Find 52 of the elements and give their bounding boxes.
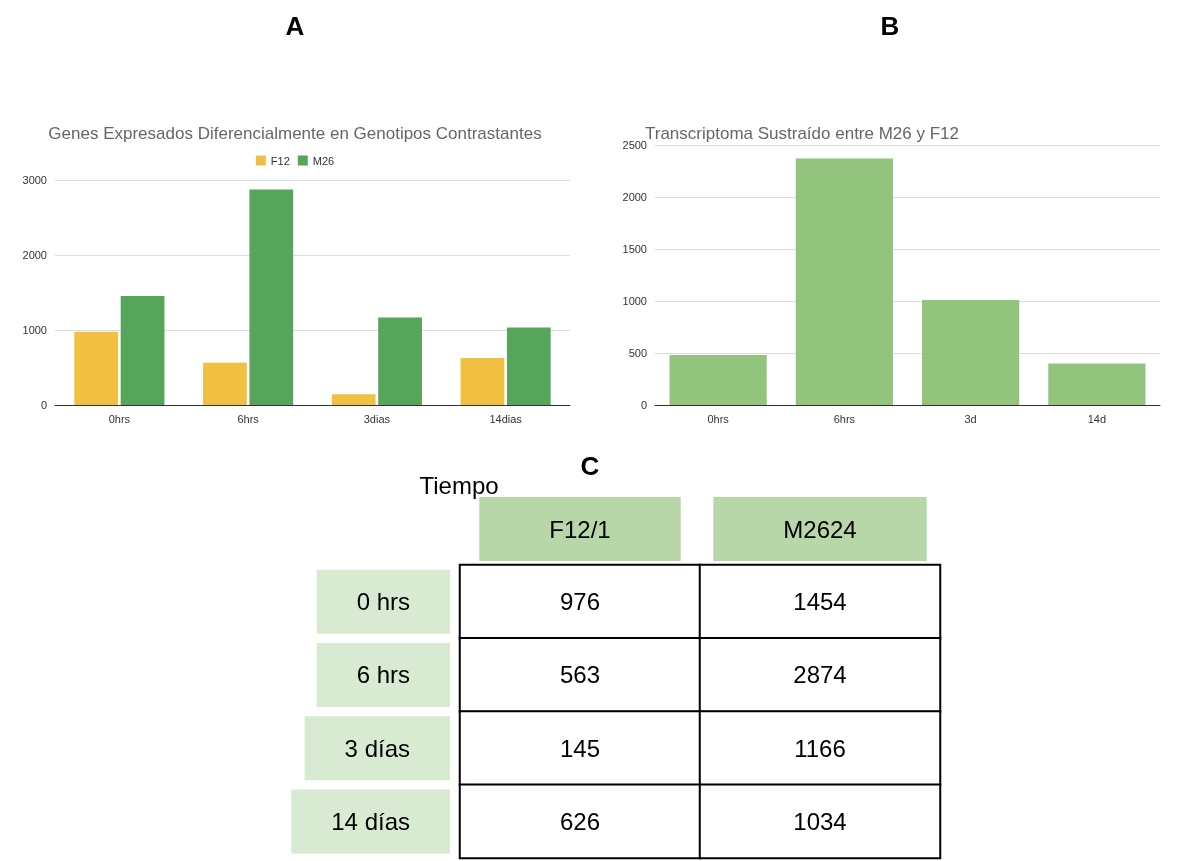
data-label: 976	[559, 588, 601, 616]
bar	[74, 331, 119, 405]
data-label: 145	[559, 734, 601, 762]
bar	[795, 158, 893, 405]
y-tick-label: 0 hrs	[356, 588, 410, 616]
data-label: 1454	[793, 588, 847, 616]
bar	[378, 317, 422, 405]
y-tick-label: 6 hrs	[356, 661, 410, 689]
x-tick-label: 3dias	[363, 412, 391, 425]
y-tick-label: 1500	[622, 243, 647, 255]
bar	[1048, 363, 1146, 405]
bar	[669, 355, 767, 405]
legend-label: M26	[312, 154, 335, 167]
x-tick-label: 0hrs	[707, 412, 730, 425]
bar	[331, 394, 376, 405]
x-tick-label: 0hrs	[108, 412, 131, 425]
x-tick-label: M2624	[783, 515, 857, 543]
chart-subtitle: Genes Expresados Diferencialmente en Genotipos Contrastantes	[48, 124, 542, 143]
y-axis-title: Tiempo	[419, 471, 499, 499]
chart-title: C	[580, 451, 600, 481]
y-tick-label: 3 días	[344, 734, 410, 762]
bar	[460, 358, 505, 405]
x-tick-label: 14d	[1087, 412, 1107, 425]
y-tick-label: 3000	[22, 174, 47, 186]
y-tick-label: 2000	[22, 249, 47, 261]
bar	[506, 327, 551, 405]
y-tick-label: 1000	[22, 324, 47, 336]
x-tick-label: 6hrs	[237, 412, 260, 425]
data-label: 626	[559, 807, 601, 835]
y-tick-label: 14 días	[331, 807, 410, 835]
chart-title: B	[880, 11, 900, 41]
x-tick-label: 3d	[964, 412, 977, 425]
y-tick-label: 0	[640, 399, 647, 411]
y-tick-label: 2000	[622, 191, 647, 203]
bar	[922, 299, 1020, 405]
y-tick-label: 1000	[622, 295, 647, 307]
data-label: 1034	[793, 807, 847, 835]
bar	[203, 362, 247, 405]
data-label: 2874	[793, 661, 847, 689]
chart-subtitle: Transcriptoma Sustraído entre M26 y F12	[645, 124, 960, 143]
x-tick-label: F12/1	[549, 515, 611, 543]
x-tick-label: 6hrs	[833, 412, 856, 425]
legend-label: F12	[270, 154, 290, 167]
bar	[120, 295, 165, 405]
chart-title: A	[285, 11, 305, 41]
bar	[249, 189, 294, 405]
y-tick-label: 500	[628, 347, 647, 359]
x-tick-label: 14dias	[489, 412, 523, 425]
data-label: 1166	[794, 734, 846, 762]
y-tick-label: 0	[40, 399, 47, 411]
data-label: 563	[559, 661, 601, 689]
y-tick-label: 2500	[622, 139, 647, 151]
